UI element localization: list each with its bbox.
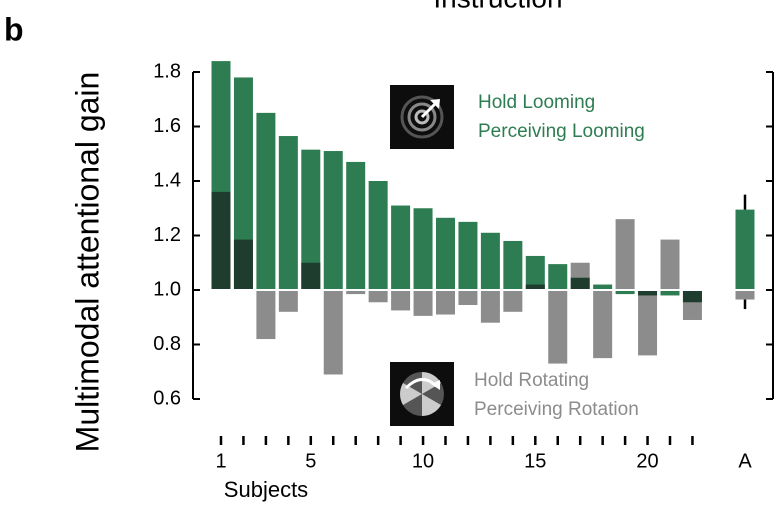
bar-looming xyxy=(256,112,276,290)
bar-looming xyxy=(458,221,478,290)
y-tick-label: 0.8 xyxy=(153,333,181,355)
legend-icon-looming xyxy=(390,85,454,149)
bar-looming xyxy=(368,181,388,290)
bar-looming xyxy=(735,209,755,290)
y-tick-label: 1.6 xyxy=(153,115,181,137)
bar-rotating xyxy=(278,290,298,312)
bar-looming xyxy=(413,208,433,290)
panel-label: b xyxy=(4,11,24,47)
bar-rotating xyxy=(346,290,366,295)
bar-looming xyxy=(323,151,343,290)
bar-rotating xyxy=(413,290,433,316)
chart-title: Instruction xyxy=(433,0,562,13)
bar-looming xyxy=(480,232,500,290)
bar-rotating xyxy=(458,290,478,305)
y-tick-label: 1.4 xyxy=(153,169,181,191)
x-axis-label: Subjects xyxy=(224,477,308,502)
legend-text: Hold Rotating xyxy=(474,370,589,391)
bar-rotating-overlap xyxy=(301,262,321,290)
x-tick-label: 20 xyxy=(636,450,658,472)
bar-rotating xyxy=(391,290,411,311)
bar-rotating xyxy=(548,290,568,364)
bar-looming xyxy=(301,149,321,290)
bar-rotating xyxy=(638,290,658,356)
bar-rotating xyxy=(735,290,755,300)
bar-rotating xyxy=(660,239,680,290)
legend-text: Perceiving Looming xyxy=(478,121,645,142)
bar-looming xyxy=(548,264,568,290)
x-tick-label: 15 xyxy=(524,450,546,472)
bar-rotating xyxy=(323,290,343,375)
bar-rotating xyxy=(256,290,276,340)
bar-rotating-overlap xyxy=(211,191,231,290)
bar-looming xyxy=(503,240,523,290)
bar-rotating-overlap xyxy=(525,284,545,290)
bar-looming xyxy=(346,161,366,290)
bar-rotating xyxy=(368,290,388,303)
x-tick-label: 1 xyxy=(215,450,226,472)
bar-looming xyxy=(615,290,635,295)
bar-rotating xyxy=(503,290,523,312)
legend-icon-rotating xyxy=(390,362,454,426)
x-tick-label: 10 xyxy=(412,450,434,472)
bar-looming-overlap xyxy=(638,290,658,296)
bar-rotating xyxy=(593,290,613,359)
y-tick-label: 1.0 xyxy=(153,278,181,300)
bar-rotating xyxy=(615,219,635,290)
legend-text: Hold Looming xyxy=(478,92,595,113)
y-tick-label: 0.6 xyxy=(153,387,181,409)
bar-rotating-overlap xyxy=(233,239,253,290)
bar-looming xyxy=(660,290,680,296)
x-tick-label: 5 xyxy=(305,450,316,472)
bar-rotating xyxy=(436,290,455,315)
bar-looming xyxy=(391,205,411,290)
bar-looming xyxy=(436,217,455,290)
bar-looming xyxy=(233,77,253,290)
bar-looming xyxy=(593,284,613,290)
bar-looming-overlap xyxy=(682,290,702,303)
y-tick-label: 1.2 xyxy=(153,224,181,246)
bar-rotating xyxy=(480,290,500,323)
y-axis-label: Multimodal attentional gain xyxy=(69,72,105,453)
x-tick-label: A xyxy=(738,450,752,472)
bar-looming xyxy=(278,136,298,290)
y-tick-label: 1.8 xyxy=(153,60,181,82)
bar-looming xyxy=(525,255,545,290)
legend-text: Perceiving Rotation xyxy=(474,399,639,420)
bar-looming-overlap xyxy=(570,277,590,290)
